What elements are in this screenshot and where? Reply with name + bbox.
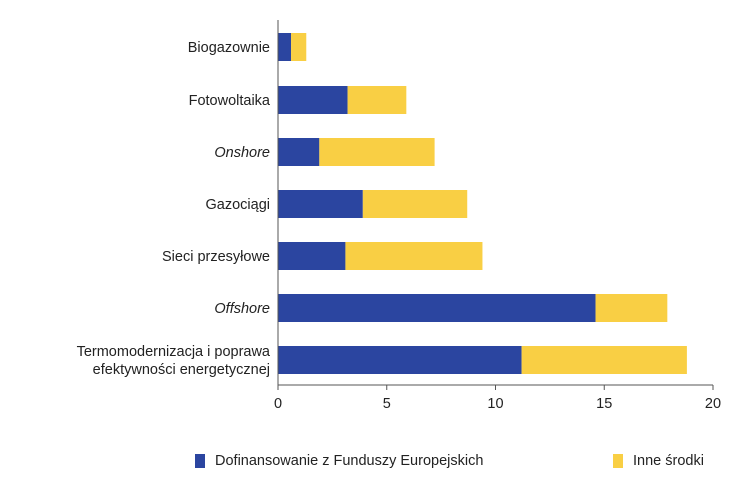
legend-label-series-2: Inne środki (633, 453, 704, 469)
legend-item-series-1: Dofinansowanie z Funduszy Europejskich (195, 453, 483, 469)
legend-label-series-1: Dofinansowanie z Funduszy Europejskich (215, 453, 484, 469)
category-label-1: Biogazownie (188, 40, 270, 56)
bar-series-1-category-1 (278, 33, 292, 61)
legend-swatch-series-2 (613, 454, 623, 468)
x-ticks: 0 5 10 15 20 (274, 385, 721, 412)
bar-series-1-category-3 (278, 138, 320, 166)
legend-swatch-series-1 (195, 454, 205, 468)
legend-item-series-2: Inne środki (613, 453, 704, 469)
x-tick-label-1: 0 (274, 396, 282, 412)
category-label-5: Sieci przesyłowe (162, 249, 270, 265)
bar-series-2-category-1 (291, 33, 307, 61)
bar-series-1-category-2 (278, 86, 348, 114)
x-tick-label-2: 5 (383, 396, 391, 412)
bar-series-2-category-7 (521, 346, 687, 374)
x-tick-label-3: 10 (487, 396, 503, 412)
bar-series-2-category-2 (347, 86, 407, 114)
category-label-3: Onshore (214, 145, 270, 161)
bar-series-1-category-4 (278, 190, 363, 218)
x-tick-label-4: 15 (596, 396, 612, 412)
bars-group (278, 33, 687, 374)
bar-series-2-category-4 (362, 190, 468, 218)
category-label-7: Termomodernizacja i poprawa efektywności … (77, 344, 271, 378)
bar-series-1-category-5 (278, 242, 346, 270)
legend: Dofinansowanie z Funduszy Europejskich I… (0, 453, 755, 477)
bar-series-2-category-6 (595, 294, 668, 322)
bar-series-1-category-6 (278, 294, 596, 322)
category-label-2: Fotowoltaika (189, 93, 271, 109)
category-labels: Biogazownie Fotowoltaika Onshore Gazociągi S… (77, 40, 271, 378)
x-tick-label-5: 20 (705, 396, 721, 412)
bar-series-2-category-3 (319, 138, 435, 166)
category-label-6: Offshore (214, 301, 270, 317)
bar-series-1-category-7 (278, 346, 522, 374)
category-label-4: Gazociągi (206, 197, 270, 213)
bar-series-2-category-5 (345, 242, 483, 270)
